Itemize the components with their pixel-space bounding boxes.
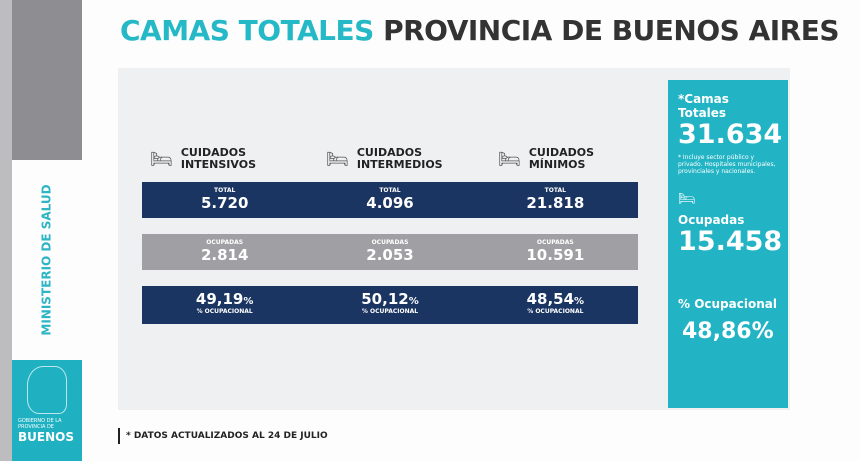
category-header: 🛏 CUIDADOS INTERMEDIOS — [326, 147, 443, 171]
ocupadas-label: OCUPADAS — [536, 239, 574, 246]
camas-totales-value: 31.634 — [678, 119, 783, 150]
ocupadas-row: OCUPADAS 2.814 OCUPADAS 2.053 OCUPADAS 10.5… — [142, 234, 638, 270]
ocupadas-value: 2.053 — [366, 246, 414, 264]
ocupadas-cell: OCUPADAS 10.591 — [473, 239, 638, 270]
total-label: TOTAL — [214, 187, 236, 194]
province-logo: GOBIERNO DE LA PROVINCIA DE BUENOS — [12, 360, 82, 461]
pct-label: % OCUPACIONAL — [361, 308, 419, 315]
ocupacional-label: % Ocupacional — [678, 297, 777, 311]
total-value: 5.720 — [200, 194, 249, 212]
province-map-icon — [27, 366, 67, 414]
logo-small-text: GOBIERNO DE LA PROVINCIA DE — [18, 418, 62, 430]
pct-value: 50,12 — [361, 290, 409, 308]
logo-big-text: BUENOS — [18, 430, 74, 444]
footer-note: * DATOS ACTUALIZADOS AL 24 DE JULIO — [118, 428, 328, 444]
ocupadas-value: 10.591 — [526, 246, 585, 264]
pct-row: 49,19%% OCUPACIONAL 50,12%% OCUPACIONAL … — [142, 286, 638, 324]
ocupadas-label: OCUPADAS — [371, 239, 409, 246]
category-name: CUIDADOS — [180, 146, 247, 159]
bed-icon: 🛏 — [150, 148, 173, 170]
category-name: INTENSIVOS — [180, 158, 256, 171]
left-edge — [0, 0, 12, 461]
category-name: INTERMEDIOS — [356, 158, 443, 171]
bed-icon: 🛏 — [326, 148, 349, 170]
pct-cell: 49,19%% OCUPACIONAL — [142, 289, 307, 324]
total-value: 4.096 — [366, 194, 414, 212]
pct-label: % OCUPACIONAL — [196, 308, 253, 315]
ocupadas-value: 15.458 — [678, 226, 783, 257]
category-name: CUIDADOS — [528, 146, 595, 159]
pct-value: 49,19 — [195, 290, 244, 308]
camas-totales-label: *Camas Totales — [678, 92, 729, 120]
ocupadas-label: OCUPADAS — [206, 239, 244, 246]
pct-value: 48,54 — [526, 290, 575, 308]
ministry-label: MINISTERIO DE SALUD — [12, 160, 82, 360]
sidebar-top-block — [12, 0, 82, 160]
total-cell: TOTAL 4.096 — [307, 187, 472, 218]
title-part1: CAMAS TOTALES — [120, 14, 374, 47]
total-row: TOTAL 5.720 TOTAL 4.096 TOTAL 21.818 — [142, 182, 638, 218]
pct-suffix: % — [408, 296, 419, 307]
title-part2: PROVINCIA DE BUENOS AIRES — [383, 14, 840, 47]
ocupadas-label: Ocupadas — [678, 213, 745, 227]
ministry-text: MINISTERIO DE SALUD — [40, 184, 54, 336]
category-name: MÍNIMOS — [528, 158, 586, 171]
category-header: 🛏 CUIDADOS MÍNIMOS — [498, 147, 594, 171]
pct-cell: 48,54%% OCUPACIONAL — [473, 289, 638, 324]
category-header: 🛏 CUIDADOS INTENSIVOS — [150, 147, 256, 171]
total-cell: TOTAL 5.720 — [142, 187, 307, 218]
pct-label: % OCUPACIONAL — [527, 308, 584, 315]
bed-icon: 🛏 — [678, 191, 696, 207]
total-value: 21.818 — [526, 194, 585, 212]
total-label: TOTAL — [544, 187, 566, 194]
summary-card: *Camas Totales 31.634 * Incluye sector p… — [668, 80, 788, 408]
pct-suffix: % — [574, 296, 585, 307]
ocupacional-value: 48,86% — [682, 319, 774, 344]
ocupadas-cell: OCUPADAS 2.814 — [142, 239, 307, 270]
total-label: TOTAL — [379, 187, 401, 194]
total-cell: TOTAL 21.818 — [473, 187, 638, 218]
pct-suffix: % — [243, 296, 254, 307]
pct-cell: 50,12%% OCUPACIONAL — [307, 289, 472, 324]
bed-icon: 🛏 — [498, 148, 521, 170]
page-title: CAMAS TOTALES PROVINCIA DE BUENOS AIRES — [120, 14, 840, 47]
camas-note: * Incluye sector público y privado. Hosp… — [678, 154, 776, 175]
category-name: CUIDADOS — [356, 146, 423, 159]
ocupadas-cell: OCUPADAS 2.053 — [307, 239, 472, 270]
ocupadas-value: 2.814 — [200, 246, 249, 264]
